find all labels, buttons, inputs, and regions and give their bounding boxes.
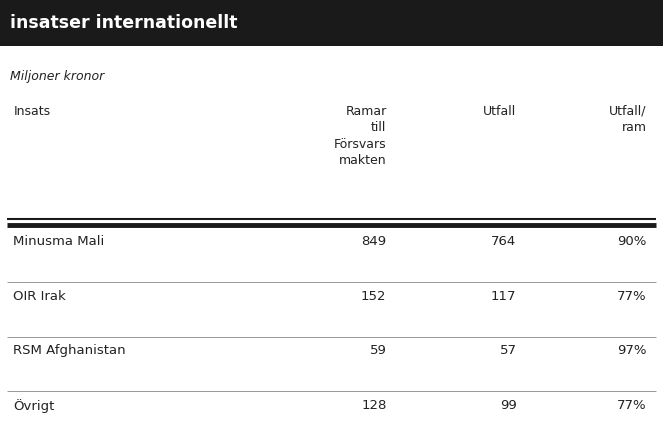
Text: 59: 59 [370,344,387,358]
Text: 764: 764 [491,235,516,249]
Text: Övrigt: Övrigt [13,399,54,413]
Text: Utfall/
ram: Utfall/ ram [609,105,646,134]
Text: 128: 128 [361,399,387,412]
Text: RSM Afghanistan: RSM Afghanistan [13,344,126,358]
Text: insatser internationellt: insatser internationellt [10,14,237,32]
Text: 152: 152 [361,290,387,303]
Text: 99: 99 [500,399,516,412]
Text: Minusma Mali: Minusma Mali [13,235,105,249]
Text: OIR Irak: OIR Irak [13,290,66,303]
Text: 77%: 77% [617,290,646,303]
Text: Utfall: Utfall [483,105,516,118]
Text: 90%: 90% [617,235,646,249]
FancyBboxPatch shape [0,0,663,46]
Text: 849: 849 [361,235,387,249]
Text: Insats: Insats [13,105,50,118]
Text: 97%: 97% [617,344,646,358]
Text: 77%: 77% [617,399,646,412]
Text: 117: 117 [491,290,516,303]
Text: Ramar
till
Försvars
makten: Ramar till Försvars makten [334,105,387,167]
Text: Miljoner kronor: Miljoner kronor [10,70,104,83]
Text: 57: 57 [499,344,516,358]
